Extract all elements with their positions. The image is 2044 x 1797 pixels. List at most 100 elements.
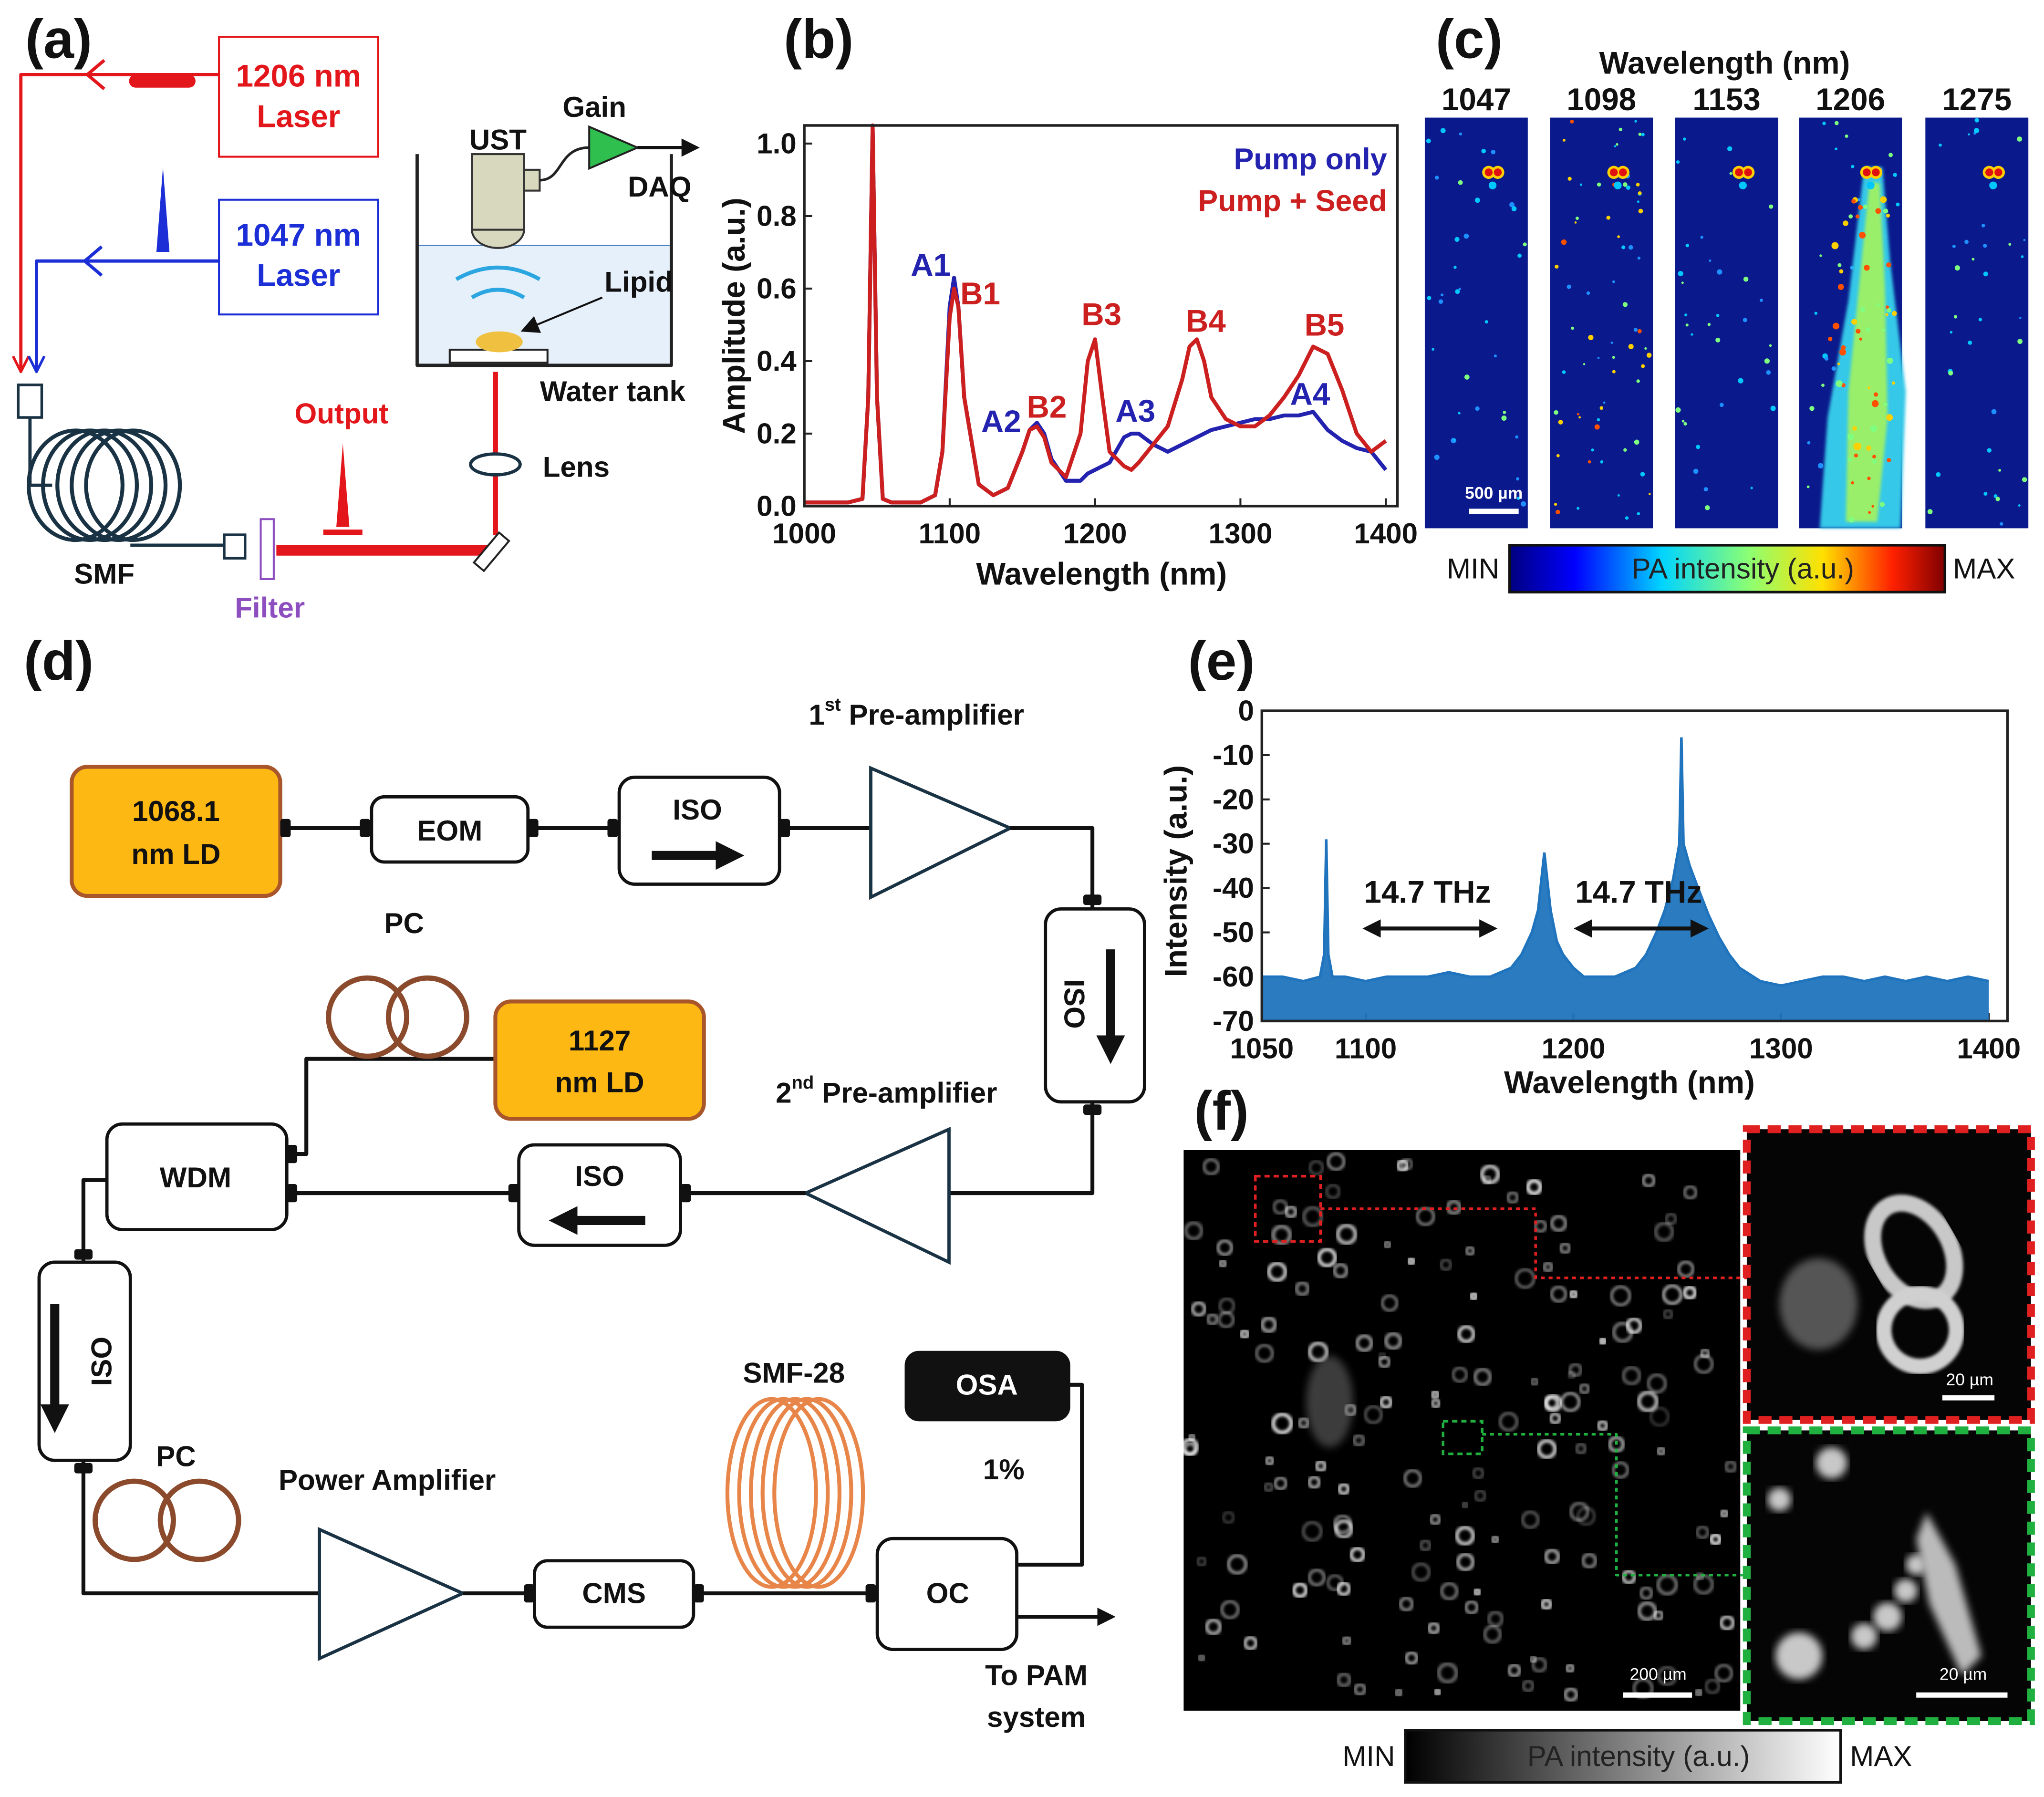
speckle — [1871, 400, 1879, 407]
cell — [1440, 1258, 1452, 1271]
label: system — [987, 1701, 1086, 1733]
cell — [1657, 1574, 1678, 1596]
y-tick-label: 0.4 — [757, 345, 797, 377]
cell — [1333, 1263, 1349, 1278]
speckle — [1738, 378, 1743, 384]
label: Laser — [257, 258, 340, 293]
cell — [1302, 1206, 1324, 1227]
cell — [1473, 1588, 1482, 1597]
cell — [1653, 1610, 1664, 1621]
fiber-coil — [748, 1397, 842, 1589]
cell — [1218, 1259, 1227, 1268]
speckle — [1841, 345, 1846, 350]
cell — [1522, 1680, 1535, 1692]
cell — [1419, 1539, 1432, 1552]
speckle — [1743, 318, 1747, 322]
speckle — [1978, 318, 1982, 322]
cell — [1430, 1389, 1441, 1400]
lens — [469, 452, 522, 477]
speckle — [1971, 258, 1975, 261]
y-tick-label: -40 — [1213, 872, 1254, 904]
speckle — [1675, 407, 1681, 413]
speckle — [1597, 356, 1600, 359]
x-tick-label: 1000 — [772, 518, 836, 550]
speckle — [2000, 522, 2003, 526]
cell — [1715, 1664, 1733, 1683]
y-tick-label: 0.2 — [757, 417, 797, 449]
cell — [1325, 1184, 1340, 1199]
speckle — [1571, 326, 1574, 330]
speckle — [1927, 509, 1933, 514]
fiber-coil — [772, 1397, 865, 1589]
connector-nub — [1083, 1104, 1102, 1115]
speckle — [1851, 199, 1856, 204]
scale-bar-label: 20 µm — [1940, 1665, 1987, 1684]
cell — [1191, 1301, 1206, 1317]
cell — [1579, 1383, 1590, 1394]
speckle — [1501, 415, 1507, 421]
pa-image — [1925, 117, 2029, 529]
label-part: Pre-amplifier — [841, 699, 1024, 731]
speckle — [1567, 177, 1572, 181]
cell — [1384, 1332, 1402, 1350]
cell — [1405, 1651, 1419, 1665]
cell — [1549, 1412, 1561, 1424]
cell — [1639, 1586, 1653, 1600]
cell — [1336, 1672, 1352, 1688]
speckle — [1879, 502, 1885, 507]
wave — [471, 288, 525, 300]
cable — [540, 146, 590, 182]
cell — [1427, 1621, 1441, 1635]
speckle — [1839, 269, 1844, 274]
speckle — [1875, 208, 1881, 214]
speckle — [1521, 501, 1526, 507]
pulse — [336, 443, 350, 527]
speckle — [1837, 362, 1840, 365]
speckle — [1556, 454, 1560, 457]
lipid-spot — [1867, 181, 1875, 189]
speckle — [1885, 313, 1888, 316]
panel-label: (f) — [1194, 1080, 1249, 1142]
label: OC — [926, 1578, 969, 1610]
speckle — [1636, 183, 1640, 187]
cell — [1381, 1295, 1398, 1311]
speckle — [1515, 435, 1519, 439]
label: Power Amplifier — [279, 1464, 496, 1496]
speckle — [1936, 472, 1941, 477]
cell — [1271, 1413, 1293, 1434]
speckle — [1577, 413, 1579, 415]
speckle — [1870, 425, 1878, 432]
speckle — [1854, 453, 1858, 458]
cell — [1307, 1475, 1321, 1489]
cell — [1482, 1175, 1492, 1185]
lipid-spot — [1739, 181, 1747, 189]
colorbar-label: PA intensity (a.u.) — [1527, 1740, 1750, 1772]
speckle — [1707, 322, 1711, 326]
cell — [1507, 1663, 1521, 1677]
speckle — [1646, 353, 1652, 358]
cell — [1465, 1246, 1475, 1256]
speckle — [1628, 343, 1634, 350]
label: 1% — [983, 1454, 1025, 1485]
cell — [1621, 1569, 1637, 1585]
water-tank — [415, 154, 673, 367]
cell — [1307, 1568, 1326, 1587]
speckle — [1475, 406, 1480, 411]
speckle — [1766, 370, 1771, 375]
speckle — [1606, 216, 1610, 220]
cell — [1196, 1557, 1207, 1567]
cell — [1401, 1158, 1413, 1170]
cell — [1222, 1511, 1235, 1524]
speckle — [1743, 277, 1749, 282]
cell — [1612, 1462, 1629, 1478]
speckle — [1451, 437, 1456, 444]
speckle — [2008, 243, 2012, 246]
speckle — [1983, 492, 1988, 496]
speckle — [1619, 127, 1622, 132]
label-sup: st — [825, 694, 841, 715]
speckle — [1617, 494, 1620, 497]
cell — [1353, 1683, 1367, 1696]
speckle — [1599, 406, 1604, 410]
connector-nub — [287, 1144, 298, 1163]
cell — [1284, 1205, 1297, 1219]
